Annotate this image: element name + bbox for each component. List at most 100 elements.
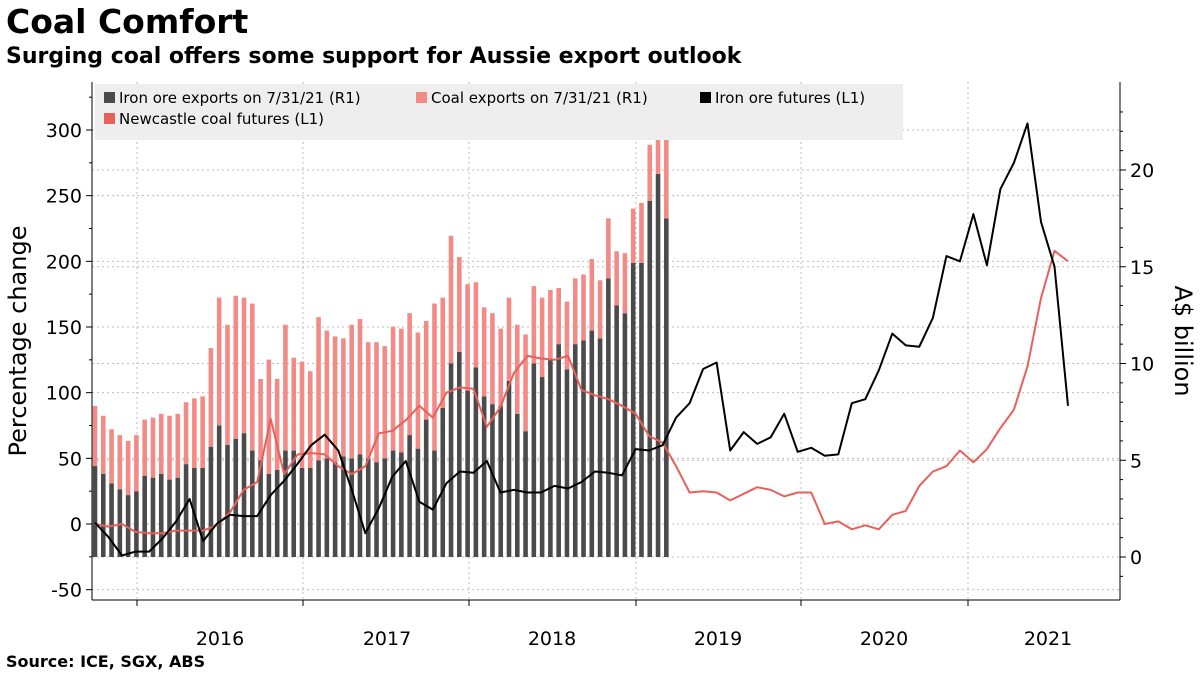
bar-coal-exports [498, 328, 504, 407]
bar-iron-ore-exports [274, 469, 280, 557]
bar-iron-ore-exports [341, 456, 346, 557]
bar-coal-exports [432, 303, 437, 451]
bar-iron-ore-exports [514, 413, 520, 557]
bar-iron-ore-exports [92, 466, 98, 557]
bar-coal-exports [465, 284, 470, 391]
bar-iron-ore-exports [597, 338, 603, 557]
bar-coal-exports [258, 378, 263, 461]
legend-swatch [700, 92, 711, 103]
bar-coal-exports [399, 328, 404, 453]
bar-iron-ore-exports [158, 473, 164, 557]
bar-coal-exports [589, 259, 595, 331]
legend-swatch [104, 92, 115, 103]
bar-coal-exports [622, 253, 628, 314]
legend-swatch [104, 113, 115, 124]
bar-iron-ore-exports [399, 452, 404, 557]
bar-iron-ore-exports [250, 450, 255, 557]
bar-coal-exports [341, 338, 346, 457]
y-tick-label-left: 150 [46, 317, 82, 339]
bar-iron-ore-exports [523, 431, 528, 557]
axes: -50 0 50 100 150 200 250 300 0 5 10 15 20 2016 2017 201… [4, 82, 1197, 650]
lines [94, 122, 1069, 557]
bar-coal-exports [639, 202, 644, 263]
bar-coal-exports [614, 251, 619, 306]
bar-coal-exports [349, 324, 354, 459]
bar-iron-ore-exports [307, 467, 313, 557]
bar-iron-ore-exports [241, 433, 247, 557]
bar-iron-ore-exports [258, 460, 263, 557]
bar-coal-exports [150, 417, 156, 478]
bar-iron-ore-exports [266, 473, 272, 557]
bar-iron-ore-exports [332, 462, 338, 557]
bar-iron-ore-exports [614, 305, 619, 557]
y-tick-label-right: 5 [1130, 450, 1142, 472]
bar-iron-ore-exports [581, 340, 586, 557]
bar-iron-ore-exports [448, 363, 454, 557]
y-tick-label-left: 0 [70, 514, 82, 536]
y-tick-label-left: 300 [46, 120, 82, 142]
bar-coal-exports [100, 415, 106, 474]
bar-coal-exports [117, 435, 123, 490]
bar-coal-exports [109, 429, 114, 484]
bar-coal-exports [250, 303, 255, 451]
line-newcastle-coal-futures [94, 249, 1069, 535]
x-tick-label: 2020 [860, 628, 908, 650]
bar-iron-ore-exports [473, 367, 479, 557]
bar-iron-ore-exports [316, 460, 321, 557]
y-tick-label-right: 20 [1130, 160, 1154, 182]
y-axis-title-right: A$ billion [1169, 285, 1197, 396]
bar-coal-exports [448, 235, 454, 364]
x-tick-label: 2019 [694, 628, 742, 650]
bars [92, 96, 669, 557]
bar-coal-exports [142, 419, 147, 476]
y-tick-label-left: 100 [46, 383, 82, 405]
bar-coal-exports [423, 320, 429, 420]
bar-iron-ore-exports [324, 458, 330, 557]
bar-iron-ore-exports [490, 404, 495, 557]
bar-coal-exports [92, 406, 98, 467]
bar-coal-exports [299, 361, 305, 468]
bar-iron-ore-exports [664, 218, 669, 557]
bar-coal-exports [630, 208, 636, 263]
bar-iron-ore-exports [109, 483, 114, 557]
bar-coal-exports [382, 346, 388, 459]
bar-iron-ore-exports [440, 408, 446, 557]
legend-label: Iron ore futures (L1) [715, 89, 865, 107]
bar-iron-ore-exports [208, 446, 214, 557]
bar-coal-exports [531, 286, 537, 364]
bar-iron-ore-exports [589, 330, 595, 557]
bar-coal-exports [316, 317, 321, 461]
bar-coal-exports [523, 334, 528, 432]
bar-coal-exports [283, 324, 288, 451]
bar-coal-exports [407, 313, 412, 436]
y-tick-label-right: 0 [1130, 547, 1142, 569]
bar-iron-ore-exports [432, 450, 437, 557]
bar-coal-exports [415, 332, 421, 449]
bar-iron-ore-exports [117, 489, 123, 557]
y-axis-title-left: Percentage change [4, 226, 32, 457]
bar-iron-ore-exports [349, 458, 354, 557]
bar-iron-ore-exports [382, 458, 388, 557]
bar-coal-exports [473, 282, 479, 368]
bar-iron-ore-exports [556, 344, 561, 557]
bar-coal-exports [506, 297, 512, 381]
bar-iron-ore-exports [572, 344, 578, 557]
bar-coal-exports [158, 413, 164, 474]
y-tick-label-right: 15 [1130, 257, 1154, 279]
bar-iron-ore-exports [655, 173, 661, 557]
bar-coal-exports [241, 297, 247, 434]
bar-iron-ore-exports [150, 477, 156, 557]
bar-coal-exports [307, 371, 313, 468]
bar-iron-ore-exports [200, 467, 205, 557]
bar-coal-exports [324, 330, 330, 459]
x-tick-label: 2021 [1024, 628, 1072, 650]
bar-coal-exports [216, 297, 222, 426]
bar-iron-ore-exports [457, 351, 462, 557]
bar-coal-exports [581, 274, 586, 341]
y-tick-label-left: 250 [46, 186, 82, 208]
bar-coal-exports [597, 280, 603, 339]
legend-label: Newcastle coal futures (L1) [119, 110, 324, 128]
bar-coal-exports [233, 295, 239, 439]
bar-iron-ore-exports [465, 390, 470, 557]
